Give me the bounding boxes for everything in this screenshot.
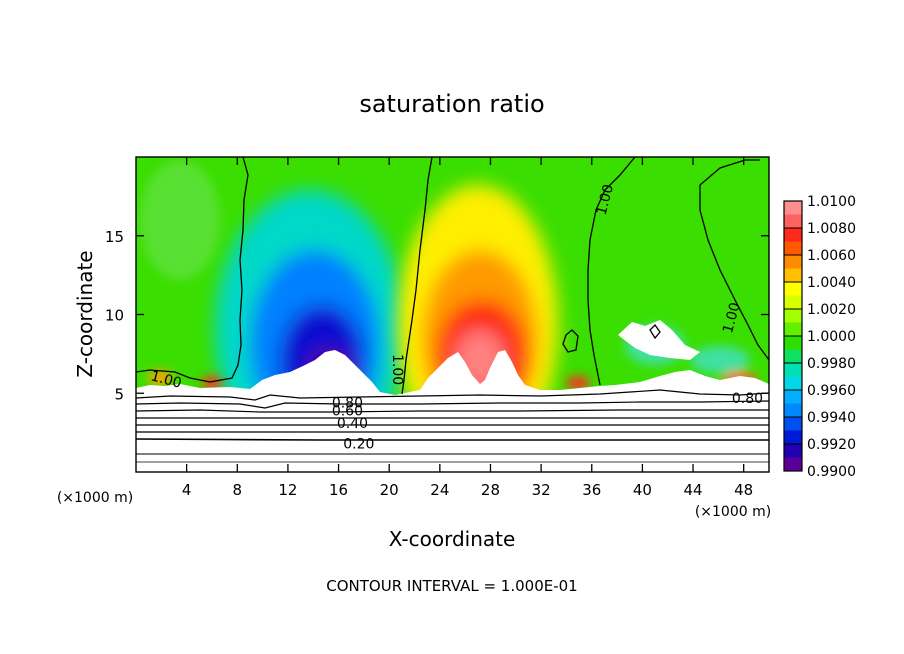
y-tick-label: 5 xyxy=(114,385,124,403)
y-tick-label: 10 xyxy=(105,307,124,325)
colorbar-swatch xyxy=(784,430,802,445)
chart-title: saturation ratio xyxy=(359,90,544,118)
colorbar-swatch xyxy=(784,228,802,242)
colorbar: 1.0100 1.0080 1.0060 1.0040 1.0020 1.0000 0.99… xyxy=(783,194,856,480)
colorbar-swatch xyxy=(784,349,802,364)
contour-label: 1.00 xyxy=(720,301,744,335)
colorbar-swatch xyxy=(784,201,802,215)
colorbar-label: 0.9980 xyxy=(807,356,856,372)
contour-line-1.00-a xyxy=(136,157,249,383)
colorbar-label: 1.0060 xyxy=(807,248,856,264)
field-region-red-small-1 xyxy=(202,376,222,390)
colorbar-swatch xyxy=(784,309,802,323)
x-tick-label: 40 xyxy=(633,481,652,499)
x-tick-label: 12 xyxy=(278,481,297,499)
x-tick-label: 16 xyxy=(329,481,348,499)
contour-label: 0.20 xyxy=(343,437,374,453)
x-tick-label: 44 xyxy=(683,481,702,499)
contour-label: 1.00 xyxy=(389,354,405,385)
contour-line-1.00-c xyxy=(587,157,636,386)
x-tick-label: 24 xyxy=(430,481,449,499)
colorbar-label: 0.9920 xyxy=(807,437,856,453)
plot-area: 1.00 1.001.001.000.800.600.400.200.80 xyxy=(136,157,769,472)
x-unit-label-right: (×1000 m) xyxy=(695,504,771,520)
contour-lines-lower xyxy=(136,389,769,463)
x-axis-title: X-coordinate xyxy=(389,527,516,551)
masked-right-region xyxy=(618,320,700,360)
x-tick-label: 32 xyxy=(532,481,551,499)
contour-label: 1.00 xyxy=(594,183,618,217)
colorbar-swatch xyxy=(784,403,802,418)
colorbar-swatch xyxy=(784,457,802,472)
contour-label: 0.60 xyxy=(332,404,363,420)
colorbar-label: 1.0000 xyxy=(807,329,856,345)
colorbar-label: 1.0040 xyxy=(807,275,856,291)
colorbar-swatch xyxy=(784,376,802,391)
colorbar-label: 1.0100 xyxy=(807,194,856,210)
colorbar-swatch xyxy=(784,255,802,269)
colorbar-label: 1.0020 xyxy=(807,302,856,318)
contour-labels: 1.00 1.001.001.000.800.600.400.200.80 xyxy=(149,183,763,453)
contour-label: 1.00 xyxy=(149,368,183,392)
contour-loop-small xyxy=(562,329,579,353)
contour-label: 0.80 xyxy=(332,396,363,412)
colorbar-swatch xyxy=(784,214,802,229)
x-tick-label: 28 xyxy=(481,481,500,499)
contour-interval-footer: CONTOUR INTERVAL = 1.000E-01 xyxy=(326,577,577,595)
x-tick-label: 48 xyxy=(734,481,753,499)
y-axis-title: Z-coordinate xyxy=(73,250,97,377)
contour-line-1.00-b xyxy=(401,157,433,395)
colorbar-swatch xyxy=(784,336,802,350)
colorbar-swatch xyxy=(784,390,802,404)
colorbar-swatch xyxy=(784,322,802,337)
contour-loop-right xyxy=(649,323,661,340)
field-region-red-small-2 xyxy=(566,376,590,390)
x-tick-label: 8 xyxy=(233,481,243,499)
colorbar-label: 1.0080 xyxy=(807,221,856,237)
contour-line-0.20 xyxy=(136,438,769,441)
contour-line-0.70 xyxy=(136,400,769,409)
contour-lines xyxy=(136,157,769,395)
field-region-upper-left xyxy=(140,160,220,280)
colorbar-swatch xyxy=(784,444,802,458)
colorbar-label: 0.9900 xyxy=(807,464,856,480)
colorbar-label: 0.9960 xyxy=(807,383,856,399)
colorbar-swatch xyxy=(784,268,802,283)
field-region-right-cyan-2 xyxy=(690,346,750,374)
contour-label: 0.40 xyxy=(337,416,368,432)
contour-line-1.00-d xyxy=(699,159,769,361)
colorbar-swatch xyxy=(784,282,802,296)
x-tick-label: 4 xyxy=(182,481,192,499)
contour-label: 0.80 xyxy=(732,391,763,407)
x-tick-label: 20 xyxy=(380,481,399,499)
x-tick-label: 36 xyxy=(582,481,601,499)
colorbar-swatch xyxy=(784,363,802,377)
colorbar-swatch xyxy=(784,295,802,310)
field-region-orange-small xyxy=(148,370,172,386)
contour-line-0.60 xyxy=(136,409,769,413)
colorbar-swatch xyxy=(784,417,802,431)
y-tick-label: 15 xyxy=(105,228,124,246)
colorbar-label: 0.9940 xyxy=(807,410,856,426)
colorbar-swatch xyxy=(784,241,802,256)
x-unit-label-left: (×1000 m) xyxy=(57,490,133,506)
contour-line-0.80 xyxy=(136,389,769,401)
